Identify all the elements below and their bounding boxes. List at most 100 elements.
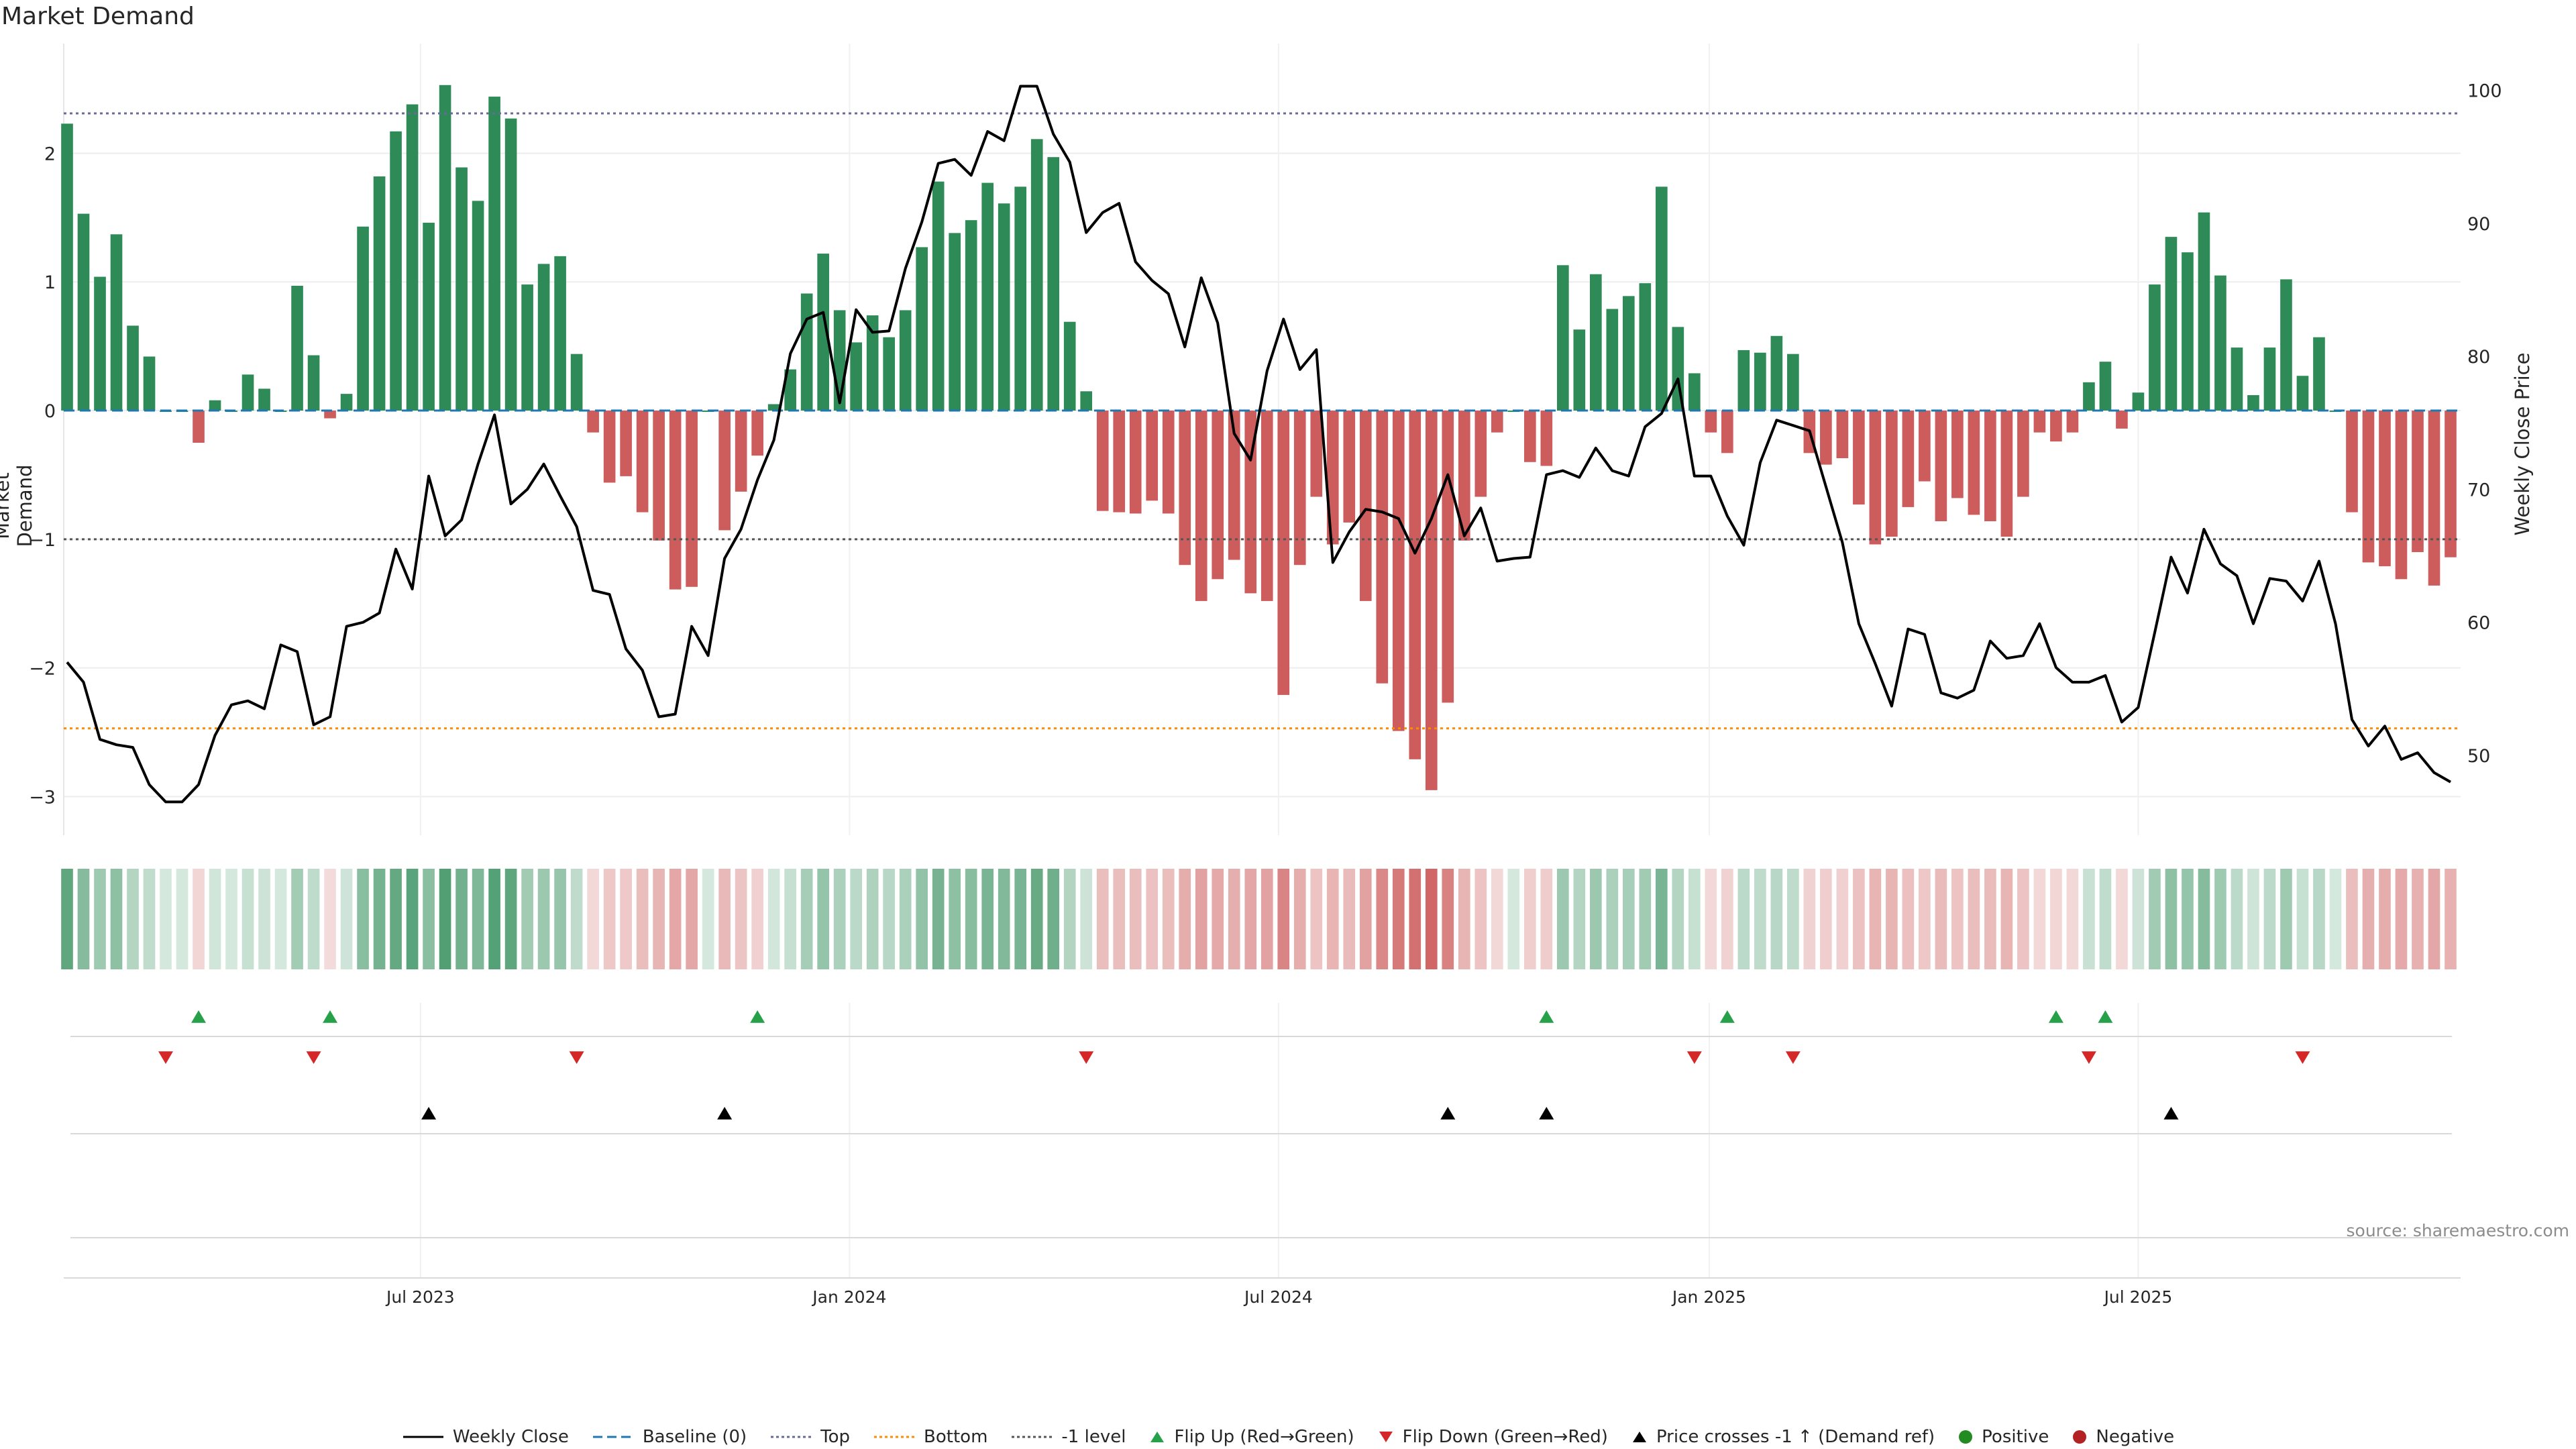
demand-bar [1343, 411, 1356, 523]
demand-bar [2083, 382, 2095, 411]
heat-cell [883, 869, 895, 969]
heat-cell [1244, 869, 1257, 969]
heat-cell [866, 869, 879, 969]
demand-bar [537, 264, 550, 411]
heat-cell [899, 869, 912, 969]
heat-cell [110, 869, 123, 969]
legend-item: Price crosses -1 ↑ (Demand ref) [1631, 1427, 1935, 1447]
demand-bar [455, 167, 468, 411]
demand-bar [1260, 411, 1273, 601]
heat-cell [636, 869, 649, 969]
demand-bar [1705, 411, 1717, 433]
heat-cell [357, 869, 369, 969]
price-cross-marker [421, 1107, 437, 1120]
heat-cell [1146, 869, 1159, 969]
heat-cell [1869, 869, 1882, 969]
y-tick-label: 0 [44, 401, 56, 422]
demand-bar [340, 394, 353, 411]
demand-bar [1737, 350, 1750, 411]
heat-cell [1228, 869, 1240, 969]
chart-title: Market Demand [1, 3, 195, 30]
flip-up-marker [1719, 1010, 1735, 1023]
demand-bar [2116, 411, 2128, 429]
demand-bar [735, 411, 747, 492]
heat-cell [1014, 869, 1027, 969]
flip-down-marker [158, 1051, 174, 1064]
heat-cell [2247, 869, 2259, 969]
heat-cell [554, 869, 566, 969]
heat-cell [570, 869, 583, 969]
demand-bar [390, 131, 402, 411]
heat-cell [193, 869, 205, 969]
heat-cell [77, 869, 90, 969]
heat-cell [1656, 869, 1668, 969]
flip-down-marker [306, 1051, 321, 1064]
demand-bar [439, 85, 451, 411]
heat-cell [1113, 869, 1126, 969]
demand-bar [718, 411, 731, 531]
heat-cell [1721, 869, 1733, 969]
demand-bar [94, 276, 106, 411]
heat-cell [373, 869, 386, 969]
demand-bar [1540, 411, 1553, 466]
heat-cell [718, 869, 731, 969]
demand-bar [1656, 186, 1668, 411]
heat-cell [850, 869, 862, 969]
demand-bar [1080, 391, 1093, 411]
heat-cell [1162, 869, 1175, 969]
flip-down-marker [2081, 1051, 2096, 1064]
demand-bar [1030, 139, 1043, 411]
demand-bar [850, 342, 862, 411]
demand-bar [981, 182, 994, 411]
legend-item: Top [769, 1427, 850, 1447]
heat-cell [1507, 869, 1520, 969]
heat-cell [127, 869, 139, 969]
heat-cell [1902, 869, 1915, 969]
heat-cell [2280, 869, 2292, 969]
demand-bar [2362, 411, 2375, 563]
legend-item: Positive [1957, 1427, 2049, 1447]
demand-bar [1162, 411, 1175, 514]
heat-cell [2017, 869, 2029, 969]
heat-cell [1409, 869, 1421, 969]
legend-item: Baseline (0) [592, 1427, 747, 1447]
heat-cell [1030, 869, 1043, 969]
demand-bar [2296, 376, 2309, 411]
demand-bar [998, 203, 1010, 411]
heat-cell [1968, 869, 1980, 969]
y2-tick-label: 60 [2467, 613, 2490, 634]
heat-cell [1853, 869, 1865, 969]
demand-bar [521, 284, 533, 411]
heat-cell [916, 869, 928, 969]
demand-bar [1523, 411, 1536, 462]
heat-cell [1540, 869, 1553, 969]
heat-cell [143, 869, 156, 969]
heat-cell [258, 869, 270, 969]
heat-cell [274, 869, 287, 969]
legend-label: Bottom [924, 1427, 988, 1447]
demand-bar [2412, 411, 2424, 553]
demand-bar [603, 411, 616, 483]
heat-cell [1212, 869, 1224, 969]
heat-cell [1425, 869, 1438, 969]
flip-down-marker [2295, 1051, 2310, 1064]
demand-bar [1853, 411, 1865, 505]
heat-cell [521, 869, 533, 969]
demand-bar [2017, 411, 2029, 497]
demand-bar [800, 293, 813, 411]
heat-cell [1886, 869, 1898, 969]
heat-cell [1984, 869, 1996, 969]
heat-cell [2231, 869, 2243, 969]
heat-cell [1672, 869, 1684, 969]
heat-cell [981, 869, 994, 969]
demand-bar [1047, 157, 1060, 411]
heat-cell [603, 869, 616, 969]
heat-cell [735, 869, 747, 969]
demand-bar [1228, 411, 1240, 560]
legend-label: Flip Up (Red→Green) [1174, 1427, 1354, 1447]
heat-cell [702, 869, 714, 969]
demand-bar [2000, 411, 2013, 537]
demand-bar [949, 233, 961, 411]
heat-cell [587, 869, 599, 969]
